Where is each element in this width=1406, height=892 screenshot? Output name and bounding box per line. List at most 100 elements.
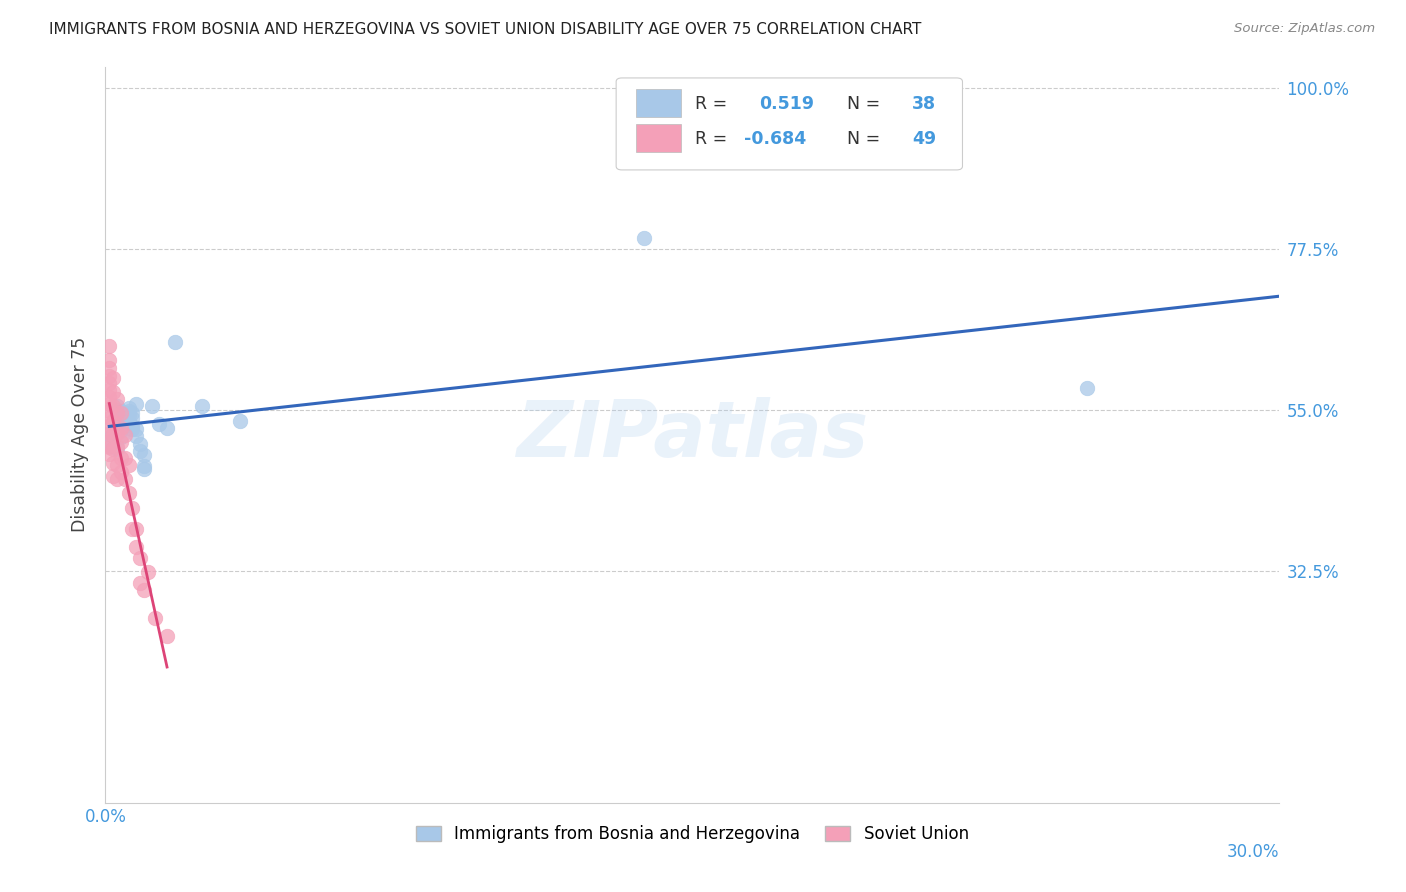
Point: [121, 422, 143, 436]
Point: [98, 404, 121, 418]
Point: [114, 418, 136, 433]
Text: 0.519: 0.519: [759, 95, 814, 112]
Point: [121, 411, 143, 425]
Point: [110, 420, 132, 434]
Point: [114, 406, 136, 420]
Point: [110, 450, 132, 465]
Point: [114, 427, 136, 442]
Point: [156, 420, 179, 434]
Point: [101, 427, 124, 442]
Point: [132, 448, 155, 462]
Point: [105, 406, 128, 420]
Point: [125, 397, 148, 411]
Point: [110, 465, 132, 479]
Point: [229, 413, 252, 427]
Point: [98, 397, 121, 411]
Point: [98, 433, 121, 447]
Point: [98, 411, 121, 425]
Point: [129, 437, 152, 451]
Point: [132, 462, 155, 476]
Y-axis label: Disability Age Over 75: Disability Age Over 75: [72, 337, 90, 533]
Point: [98, 338, 121, 352]
Point: [141, 399, 163, 413]
Point: [121, 406, 143, 420]
Point: [101, 399, 124, 413]
Point: [136, 565, 159, 579]
Point: [117, 458, 139, 472]
FancyBboxPatch shape: [636, 124, 681, 153]
Point: [105, 402, 128, 417]
Point: [98, 352, 121, 367]
Point: [98, 361, 121, 376]
Point: [117, 401, 139, 416]
Point: [98, 418, 121, 433]
Point: [125, 429, 148, 443]
Point: [101, 457, 124, 471]
Point: [145, 611, 167, 625]
Point: [105, 392, 128, 406]
Point: [105, 458, 128, 472]
Point: [101, 370, 124, 384]
Point: [125, 522, 148, 536]
Point: [190, 399, 212, 413]
Point: [121, 500, 143, 515]
Point: [105, 442, 128, 457]
Point: [110, 435, 132, 450]
Point: [98, 432, 121, 446]
Text: 30.0%: 30.0%: [1227, 843, 1279, 862]
Point: [114, 413, 136, 427]
Text: R =: R =: [695, 95, 727, 112]
Text: ZIPatlas: ZIPatlas: [516, 397, 869, 473]
Point: [633, 231, 655, 245]
Point: [110, 423, 132, 437]
Point: [105, 399, 128, 413]
Point: [101, 384, 124, 399]
Point: [125, 540, 148, 554]
Point: [114, 472, 136, 486]
Point: [98, 376, 121, 390]
Point: [101, 424, 124, 438]
Point: [129, 575, 152, 590]
Point: [105, 472, 128, 486]
Point: [117, 404, 139, 418]
Point: [121, 522, 143, 536]
Text: N =: N =: [848, 95, 880, 112]
Point: [117, 415, 139, 429]
Point: [132, 458, 155, 473]
Point: [132, 582, 155, 597]
Point: [101, 413, 124, 427]
Point: [110, 404, 132, 418]
Point: [110, 411, 132, 425]
Point: [98, 440, 121, 454]
Point: [110, 406, 132, 420]
Point: [156, 629, 179, 643]
Point: [163, 334, 186, 349]
Text: 38: 38: [912, 95, 936, 112]
Point: [114, 450, 136, 465]
FancyBboxPatch shape: [636, 89, 681, 117]
Point: [117, 408, 139, 422]
Text: -0.684: -0.684: [744, 130, 807, 148]
Point: [98, 439, 121, 453]
Point: [98, 383, 121, 397]
FancyBboxPatch shape: [616, 78, 963, 170]
Point: [105, 406, 128, 420]
Point: [98, 390, 121, 404]
Point: [101, 427, 124, 442]
Text: 49: 49: [912, 130, 936, 148]
Point: [121, 418, 143, 433]
Point: [129, 444, 152, 458]
Text: IMMIGRANTS FROM BOSNIA AND HERZEGOVINA VS SOVIET UNION DISABILITY AGE OVER 75 CO: IMMIGRANTS FROM BOSNIA AND HERZEGOVINA V…: [49, 22, 921, 37]
Point: [148, 417, 170, 431]
Point: [101, 442, 124, 457]
Point: [98, 425, 121, 440]
Point: [98, 368, 121, 383]
Point: [1076, 381, 1098, 395]
Point: [105, 440, 128, 454]
Point: [101, 468, 124, 483]
Point: [110, 430, 132, 444]
Text: N =: N =: [848, 130, 880, 148]
Text: Source: ZipAtlas.com: Source: ZipAtlas.com: [1234, 22, 1375, 36]
Point: [117, 486, 139, 500]
Point: [101, 435, 124, 450]
